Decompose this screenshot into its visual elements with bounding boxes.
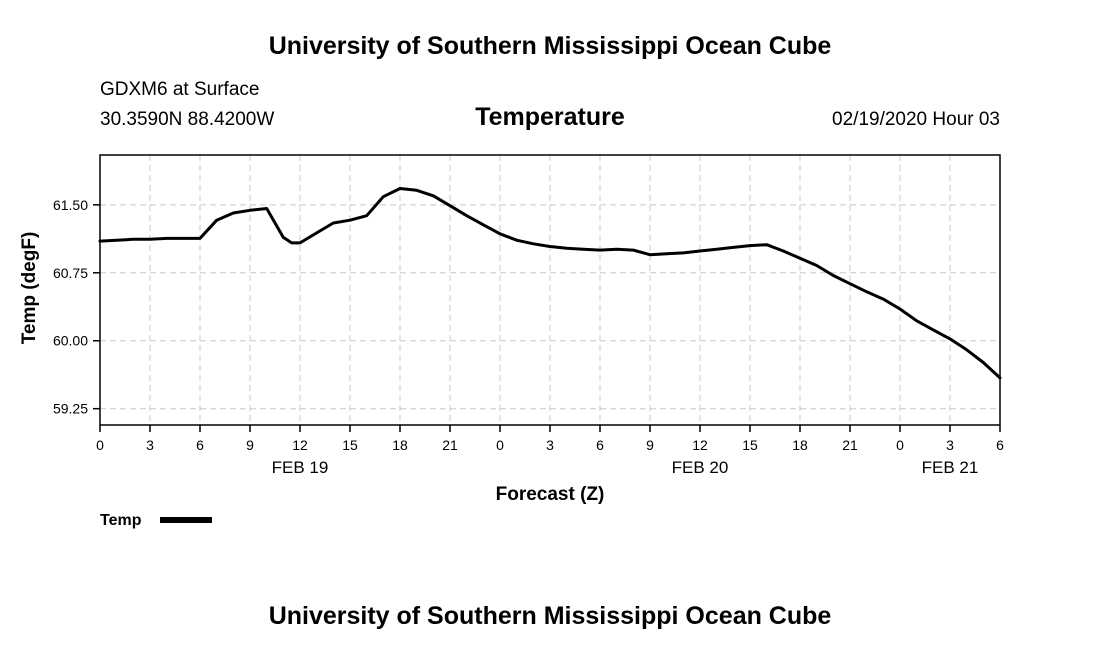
series-layer [98,187,1002,380]
x-tick-label: 21 [842,437,858,453]
x-tick-label: 0 [896,437,904,453]
date-tick-label: FEB 20 [672,458,729,477]
x-tick-label: 21 [442,437,458,453]
y-tick-label: 59.25 [53,401,88,417]
footer-title: University of Southern Mississippi Ocean… [269,602,832,630]
x-tick-label: 6 [596,437,604,453]
y-axis-label: Temp (degF) [19,232,40,345]
x-tick-label: 6 [196,437,204,453]
y-tick-label: 61.50 [53,197,88,213]
x-axis-label: Forecast (Z) [496,484,605,505]
date-tick-label: FEB 19 [272,458,329,477]
chart-title: Temperature [475,103,625,131]
x-tick-label: 3 [546,437,554,453]
x-tick-label: 6 [996,437,1004,453]
station-label: GDXM6 at Surface [100,79,259,100]
x-tick-label: 15 [742,437,758,453]
x-tick-label: 12 [692,437,708,453]
y-tick-label: 60.75 [53,265,88,281]
date-tick-label: FEB 21 [922,458,979,477]
x-tick-label: 9 [246,437,254,453]
legend-label: Temp [100,512,142,529]
grid [100,155,1000,425]
x-tick-label: 0 [496,437,504,453]
header-title: University of Southern Mississippi Ocean… [269,32,832,60]
x-tick-label: 0 [96,437,104,453]
x-tick-label: 9 [646,437,654,453]
y-tick-label: 60.00 [53,333,88,349]
plot-frame [99,154,1001,426]
axis-ticks [93,204,1001,432]
x-tick-label: 3 [146,437,154,453]
legend: Temp [100,512,212,529]
x-tick-label: 18 [792,437,808,453]
x-tick-label: 18 [392,437,408,453]
series-line-temp [98,187,1002,380]
location-label: 30.3590N 88.4200W [100,109,274,130]
x-tick-label: 15 [342,437,358,453]
tick-labels: 0 3 6 9 12 15 18 21 0 3 6 9 12 15 18 21 0 3 6 59.25 60.00 60.… [53,197,1004,477]
x-tick-label: 12 [292,437,308,453]
x-tick-label: 3 [946,437,954,453]
date-label: 02/19/2020 Hour 03 [832,109,1000,130]
